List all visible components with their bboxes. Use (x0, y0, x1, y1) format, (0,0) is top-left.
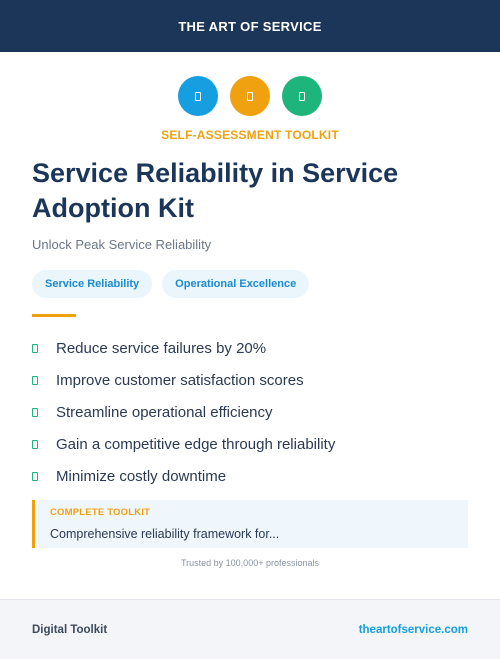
list-item: Improve customer satisfaction scores (32, 364, 335, 396)
website-link[interactable]: theartofservice.com (358, 623, 468, 636)
blue-circle-badge (178, 76, 218, 116)
header-bar: THE ART OF SERVICE (0, 0, 500, 52)
footer-label: Digital Toolkit (32, 623, 108, 636)
document-icon (247, 91, 253, 101)
subtitle: Unlock Peak Service Reliability (32, 237, 212, 252)
benefit-list: Reduce service failures by 20% Improve c… (32, 332, 335, 492)
benefit-text: Streamline operational efficiency (56, 403, 273, 421)
green-circle-badge (282, 76, 322, 116)
list-item: Streamline operational efficiency (32, 396, 335, 428)
list-item: Reduce service failures by 20% (32, 332, 335, 364)
orange-circle-badge (230, 76, 270, 116)
accent-divider (32, 314, 76, 317)
benefit-text: Minimize costly downtime (56, 467, 227, 485)
document-icon (299, 91, 305, 101)
toolkit-callout: COMPLETE TOOLKIT Comprehensive reliabili… (32, 500, 468, 548)
footer-bar: Digital Toolkit theartofservice.com (0, 599, 500, 659)
list-item: Gain a competitive edge through reliabil… (32, 428, 335, 460)
benefit-text: Reduce service failures by 20% (56, 339, 267, 357)
tag-operational-excellence: Operational Excellence (162, 270, 310, 298)
eyebrow-label: SELF-ASSESSMENT TOOLKIT (161, 128, 339, 142)
callout-text: Comprehensive reliability framework for.… (50, 527, 280, 541)
trust-note: Trusted by 100,000+ professionals (180, 558, 319, 568)
brand-name: THE ART OF SERVICE (178, 18, 322, 34)
list-item: Minimize costly downtime (32, 460, 335, 492)
benefit-text: Improve customer satisfaction scores (56, 371, 304, 389)
callout-label: COMPLETE TOOLKIT (50, 507, 151, 518)
check-icon (32, 407, 38, 417)
check-icon (32, 343, 38, 353)
tag-service-reliability: Service Reliability (32, 270, 153, 298)
document-icon (195, 91, 201, 101)
icon-row (0, 76, 500, 116)
benefit-text: Gain a competitive edge through reliabil… (56, 435, 336, 453)
check-icon (32, 439, 38, 449)
tag-list: Service Reliability Operational Excellen… (32, 270, 310, 298)
check-icon (32, 375, 38, 385)
check-icon (32, 471, 38, 481)
page-title: Service Reliability in Service Adoption … (32, 158, 399, 223)
